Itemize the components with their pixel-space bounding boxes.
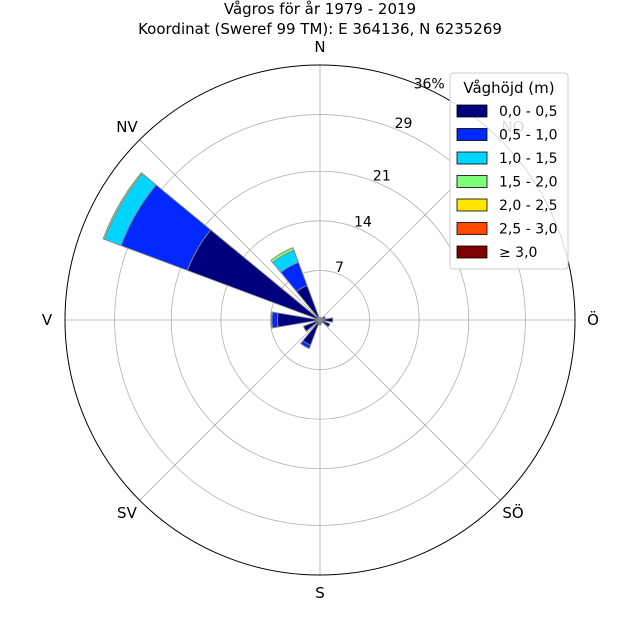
radial-tick-label: 14 bbox=[354, 214, 372, 230]
legend-swatch bbox=[456, 222, 488, 235]
outer-frame bbox=[64, 64, 576, 576]
legend-label: 1,0 - 1,5 bbox=[499, 151, 557, 167]
legend-swatch bbox=[456, 104, 488, 118]
rose-bar-segment bbox=[271, 311, 279, 329]
radial-tick-label: 29 bbox=[395, 116, 413, 132]
direction-label: SÖ bbox=[502, 503, 523, 522]
grid-spoke bbox=[319, 319, 501, 501]
legend-box bbox=[449, 72, 569, 270]
rose-bar-segment bbox=[299, 340, 312, 350]
legend-label: 2,5 - 3,0 bbox=[499, 222, 557, 238]
chart-title: Vågros för år 1979 - 2019 bbox=[224, 0, 416, 18]
legend-label: 2,0 - 2,5 bbox=[499, 198, 557, 214]
radial-max-label: 36% bbox=[414, 76, 445, 92]
direction-label: S bbox=[315, 584, 325, 602]
direction-label: SV bbox=[117, 504, 138, 522]
chart-subtitle: Koordinat (Sweref 99 TM): E 364136, N 62… bbox=[138, 20, 502, 38]
rose-bars bbox=[102, 172, 334, 350]
rose-bar-segment bbox=[319, 317, 334, 323]
rose-bar-segment bbox=[319, 319, 331, 328]
legend-label: 1,5 - 2,0 bbox=[499, 175, 557, 191]
grid-circle bbox=[170, 170, 470, 470]
rose-bar-segment bbox=[270, 247, 295, 264]
rose-bar-segment bbox=[319, 315, 326, 321]
polar-grid bbox=[64, 64, 576, 576]
grid-circle bbox=[220, 220, 420, 420]
legend-swatch bbox=[456, 128, 488, 141]
legend-label: ≥ 3,0 bbox=[499, 245, 537, 261]
direction-label: N bbox=[314, 38, 325, 56]
radial-tick-label: 7 bbox=[335, 260, 344, 276]
direction-label: NV bbox=[116, 118, 138, 136]
rose-bar-segment bbox=[102, 172, 143, 240]
direction-label: V bbox=[42, 311, 53, 329]
rose-bar-segment bbox=[318, 319, 322, 326]
radial-tick-label: 21 bbox=[373, 169, 391, 185]
legend: Våghöjd (m) 0,0 - 0,5 0,5 - 1,0 1,0 - 1,5 1… bbox=[449, 72, 569, 270]
legend-label: 0,0 - 0,5 bbox=[499, 104, 557, 120]
rose-bar-segment bbox=[270, 311, 274, 329]
direction-label: Ö bbox=[587, 310, 599, 329]
rose-bar-segment bbox=[302, 319, 321, 332]
radial-tick-labels: 7 14 21 29 36% bbox=[335, 76, 445, 276]
grid-circle bbox=[114, 114, 526, 526]
legend-label: 0,5 - 1,0 bbox=[499, 128, 557, 144]
legend-swatch bbox=[456, 151, 488, 165]
grid-circle bbox=[270, 270, 370, 370]
grid-spoke bbox=[139, 319, 321, 501]
legend-title: Våghöjd (m) bbox=[463, 79, 554, 97]
grid-spoke bbox=[139, 139, 321, 321]
legend-swatch bbox=[456, 198, 488, 212]
legend-swatch bbox=[456, 175, 488, 188]
legend-swatch bbox=[456, 245, 488, 259]
